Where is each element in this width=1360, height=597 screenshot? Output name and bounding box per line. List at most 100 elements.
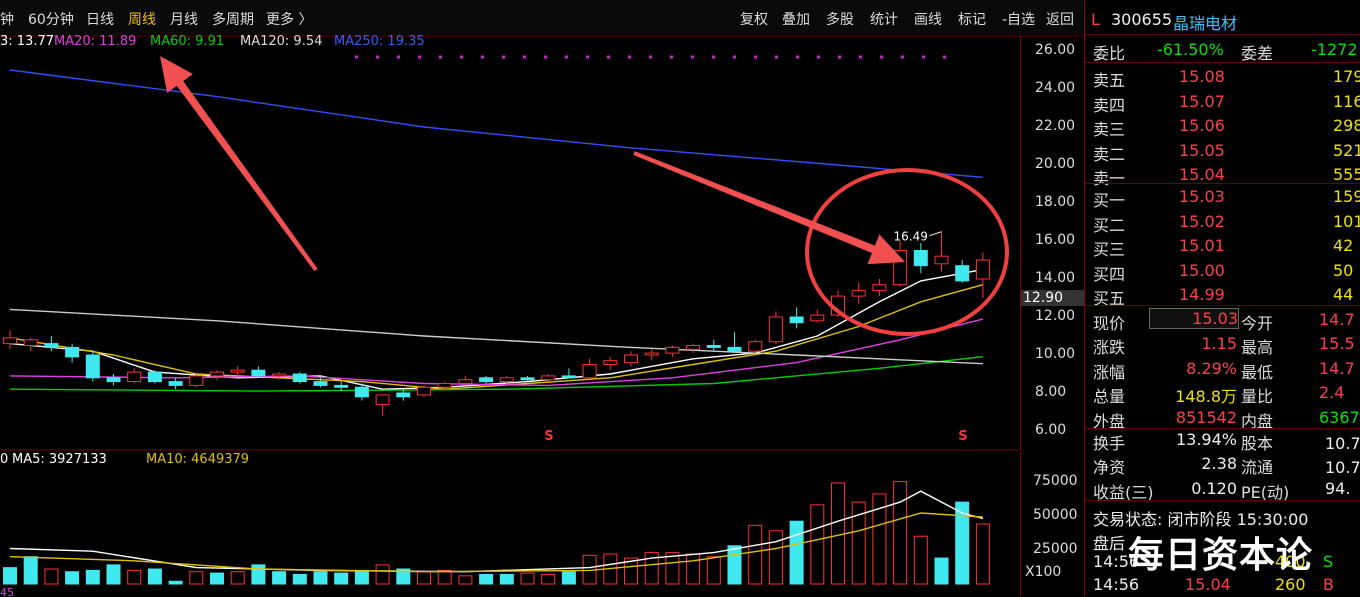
volume-bar[interactable] <box>561 571 576 585</box>
candle-body[interactable] <box>624 354 638 364</box>
candle-body[interactable] <box>479 377 494 383</box>
volume-bar[interactable] <box>147 568 162 585</box>
volume-bar[interactable] <box>65 571 80 585</box>
volume-bar[interactable] <box>354 569 369 585</box>
candle-body[interactable] <box>189 375 204 386</box>
candle-body[interactable] <box>955 265 970 282</box>
volume-bar[interactable] <box>789 520 804 585</box>
period-tab[interactable]: 日线 <box>86 12 114 28</box>
candle-body[interactable] <box>975 259 990 280</box>
candle-body[interactable] <box>561 375 576 379</box>
volume-bar[interactable] <box>479 573 494 585</box>
volume-bar[interactable] <box>292 573 307 585</box>
volume-bar[interactable] <box>437 569 452 585</box>
volume-bar[interactable] <box>251 564 266 585</box>
volume-bar[interactable] <box>417 571 431 585</box>
candle-body[interactable] <box>768 316 783 343</box>
volume-bar[interactable] <box>334 572 349 585</box>
candle-body[interactable] <box>313 381 328 386</box>
candle-body[interactable] <box>334 384 349 388</box>
candle-body[interactable] <box>748 341 763 352</box>
volume-bar[interactable] <box>727 545 742 585</box>
candle-body[interactable] <box>437 383 452 388</box>
volume-bar[interactable] <box>396 568 411 585</box>
toolbar-button[interactable]: 多股 <box>826 12 854 28</box>
candle-body[interactable] <box>230 369 245 373</box>
toolbar-button[interactable]: 统计 <box>870 12 898 28</box>
candle-body[interactable] <box>127 371 142 383</box>
candle-body[interactable] <box>417 386 431 396</box>
candle-body[interactable] <box>851 289 866 297</box>
toolbar-button[interactable]: 画线 <box>914 12 942 28</box>
volume-bar[interactable] <box>934 557 949 585</box>
period-tab[interactable]: 多周期 <box>212 12 254 28</box>
candle-body[interactable] <box>44 343 59 348</box>
volume-bar[interactable] <box>768 530 783 585</box>
volume-bar[interactable] <box>230 571 245 585</box>
period-tab[interactable]: 60分钟 <box>28 12 74 28</box>
candle-body[interactable] <box>582 364 597 379</box>
volume-bar[interactable] <box>851 501 866 585</box>
period-tab[interactable]: 月线 <box>170 12 198 28</box>
candle-body[interactable] <box>292 373 307 383</box>
candle-body[interactable] <box>810 314 825 322</box>
period-tab[interactable]: 更多 〉 <box>266 12 313 28</box>
candle-body[interactable] <box>727 346 742 352</box>
volume-bar[interactable] <box>3 567 17 585</box>
candle-body[interactable] <box>85 354 100 379</box>
volume-bar[interactable] <box>272 571 287 585</box>
candle-body[interactable] <box>106 377 121 383</box>
period-tab[interactable]: 钟 <box>0 12 14 28</box>
volume-bar[interactable] <box>127 569 142 585</box>
volume-bar[interactable] <box>810 504 825 585</box>
toolbar-button[interactable]: 返回 <box>1046 12 1074 28</box>
volume-bar[interactable] <box>913 535 928 585</box>
candle-body[interactable] <box>499 377 514 383</box>
volume-bar[interactable] <box>499 573 514 585</box>
candle-body[interactable] <box>23 339 38 346</box>
candle-body[interactable] <box>251 369 266 377</box>
volume-bar[interactable] <box>955 501 970 585</box>
candle-body[interactable] <box>706 345 721 348</box>
volume-bar[interactable] <box>23 556 38 585</box>
volume-bar[interactable] <box>210 572 224 585</box>
candle-body[interactable] <box>354 386 369 398</box>
volume-bar[interactable] <box>893 481 908 585</box>
volume-bar[interactable] <box>706 556 721 585</box>
volume-bar[interactable] <box>624 557 638 585</box>
candle-body[interactable] <box>686 345 701 350</box>
candle-body[interactable] <box>458 379 473 385</box>
candle-body[interactable] <box>520 377 535 381</box>
volume-bar[interactable] <box>189 571 204 585</box>
candle-body[interactable] <box>272 373 287 377</box>
volume-bar[interactable] <box>520 572 535 585</box>
volume-bar[interactable] <box>541 573 556 585</box>
candle-body[interactable] <box>375 394 390 405</box>
candle-body[interactable] <box>65 346 80 358</box>
candle-body[interactable] <box>168 381 183 386</box>
toolbar-button[interactable]: 复权 <box>740 12 768 28</box>
candle-body[interactable] <box>3 337 17 345</box>
volume-bar[interactable] <box>458 575 473 585</box>
volume-bar[interactable] <box>686 553 701 585</box>
kline-chart[interactable]: 16.49 S S 45 <box>0 0 1082 596</box>
volume-bar[interactable] <box>975 523 990 585</box>
candle-body[interactable] <box>396 392 411 398</box>
candle-body[interactable] <box>934 255 949 265</box>
candle-body[interactable] <box>665 346 680 354</box>
candle-body[interactable] <box>147 371 162 383</box>
volume-bar[interactable] <box>375 564 390 585</box>
volume-bar[interactable] <box>44 568 59 585</box>
toolbar-button[interactable]: -自选 <box>1002 12 1036 28</box>
candle-body[interactable] <box>603 360 618 366</box>
volume-bar[interactable] <box>644 552 659 585</box>
period-tab[interactable]: 周线 <box>128 12 156 28</box>
volume-bar[interactable] <box>313 571 328 585</box>
toolbar-button[interactable]: 叠加 <box>782 12 810 28</box>
candle-body[interactable] <box>789 316 804 324</box>
volume-bar[interactable] <box>872 493 887 585</box>
volume-bar[interactable] <box>665 552 680 585</box>
candle-body[interactable] <box>913 250 928 267</box>
candle-body[interactable] <box>644 352 659 356</box>
volume-bar[interactable] <box>85 569 100 585</box>
